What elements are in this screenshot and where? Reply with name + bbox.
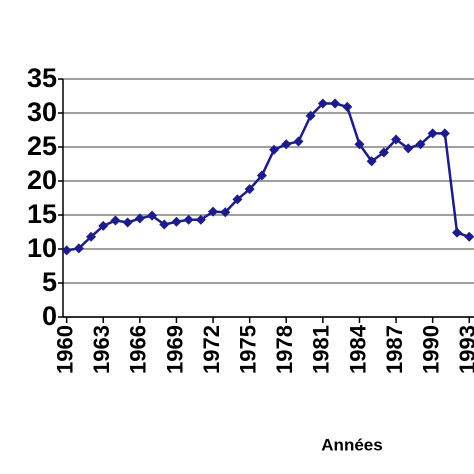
x-tick-label: 1984 [345,324,370,374]
marker [232,194,243,205]
x-tick-label: 1981 [309,325,334,374]
marker [159,219,170,230]
marker [183,214,194,225]
y-tick-label: 0 [42,301,57,331]
x-tick-label: 1966 [126,325,151,374]
y-tick-label: 20 [27,165,57,195]
marker [415,139,426,150]
x-tick-label: 1969 [162,325,187,374]
y-tick-label: 25 [27,131,57,161]
marker [366,156,377,167]
marker [317,98,328,109]
y-tick-label: 10 [27,233,57,263]
marker [293,136,304,147]
x-tick-label: 1990 [418,325,443,374]
marker [330,98,341,109]
marker [61,245,72,256]
marker [427,128,438,139]
x-tick-label: 1960 [52,325,77,374]
marker [464,231,474,242]
marker [86,231,97,242]
marker [281,139,292,150]
marker [122,217,133,228]
marker [452,227,463,238]
marker [244,184,255,195]
marker [439,128,450,139]
marker [73,243,84,254]
marker [354,139,365,150]
y-tick-label: 15 [27,199,57,229]
x-tick-label: 1978 [272,325,297,374]
y-tick-label: 30 [27,97,57,127]
marker [220,207,231,218]
x-tick-label: 1963 [89,325,114,374]
marker [134,213,145,224]
x-tick-label: 1987 [382,325,407,374]
x-tick-label: 1975 [235,325,260,374]
marker [195,214,206,225]
marker [391,134,402,145]
y-tick-label: 5 [42,267,57,297]
x-axis-title: Années [321,435,382,454]
marker [269,144,280,155]
marker [256,170,267,181]
x-tick-label: 1972 [199,325,224,374]
marker [110,215,121,226]
line [66,102,470,252]
marker [403,143,414,154]
marker [208,206,219,217]
marker [171,216,182,227]
marker [147,210,158,221]
y-tick-label: 35 [27,63,57,93]
marker [342,101,353,112]
marker [378,147,389,158]
marker [98,220,109,231]
marker [305,110,316,121]
x-tick-label: 1993 [455,325,474,374]
